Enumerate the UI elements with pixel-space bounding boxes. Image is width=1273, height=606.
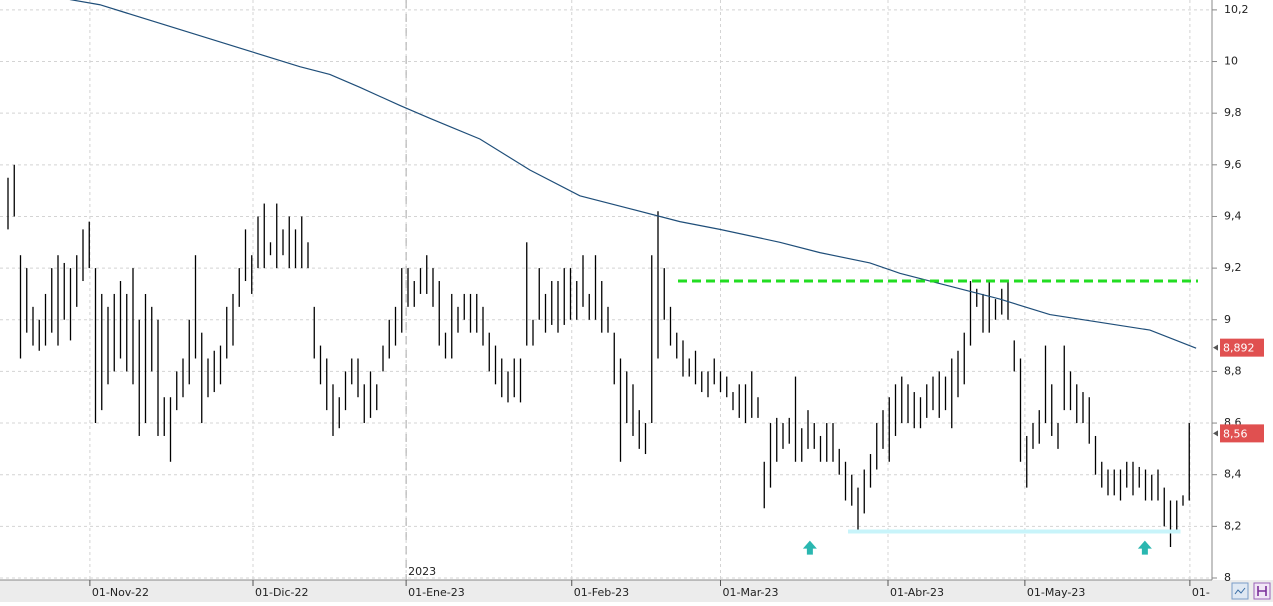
y-tick-label: 10 — [1224, 55, 1238, 68]
x-tick-label: 01-Mar-23 — [723, 586, 779, 599]
x-tick-label: 01-Ene-23 — [408, 586, 465, 599]
price-label-box — [1220, 424, 1264, 443]
year-label: 2023 — [408, 565, 436, 578]
arrow-marker — [1137, 540, 1152, 555]
y-axis-band — [1212, 0, 1273, 580]
y-tick-label: 9,2 — [1224, 261, 1242, 274]
x-tick-label: 01-Feb-23 — [574, 586, 629, 599]
price-pointer — [1213, 430, 1218, 437]
zoom-button[interactable] — [1231, 582, 1249, 600]
x-axis-band — [0, 580, 1273, 602]
y-tick-label: 8 — [1224, 571, 1231, 584]
x-tick-label: 01- — [1192, 586, 1210, 599]
price-label: 8,56 — [1223, 427, 1248, 440]
x-tick-label: 01-Nov-22 — [92, 586, 149, 599]
y-tick-label: 9,4 — [1224, 209, 1242, 222]
price-label-box — [1220, 338, 1264, 357]
arrow-marker — [802, 540, 817, 555]
zoom-icon — [1234, 587, 1246, 595]
y-tick-label: 8,4 — [1224, 468, 1242, 481]
price-pointer — [1213, 344, 1218, 351]
y-tick-label: 8,8 — [1224, 364, 1242, 377]
grid — [0, 0, 1212, 580]
x-tick-label: 01-May-23 — [1027, 586, 1085, 599]
y-tick-label: 10,2 — [1224, 3, 1249, 16]
x-tick-label: 01-Dic-22 — [255, 586, 309, 599]
price-label: 8,892 — [1223, 342, 1255, 355]
y-tick-label: 9 — [1224, 313, 1231, 326]
y-tick-label: 9,8 — [1224, 106, 1242, 119]
y-tick-label: 8,2 — [1224, 519, 1242, 532]
y-tick-label: 9,6 — [1224, 158, 1242, 171]
moving-average — [69, 0, 1197, 349]
x-tick-label: 01-Abr-23 — [890, 586, 944, 599]
save-icon — [1257, 586, 1267, 596]
